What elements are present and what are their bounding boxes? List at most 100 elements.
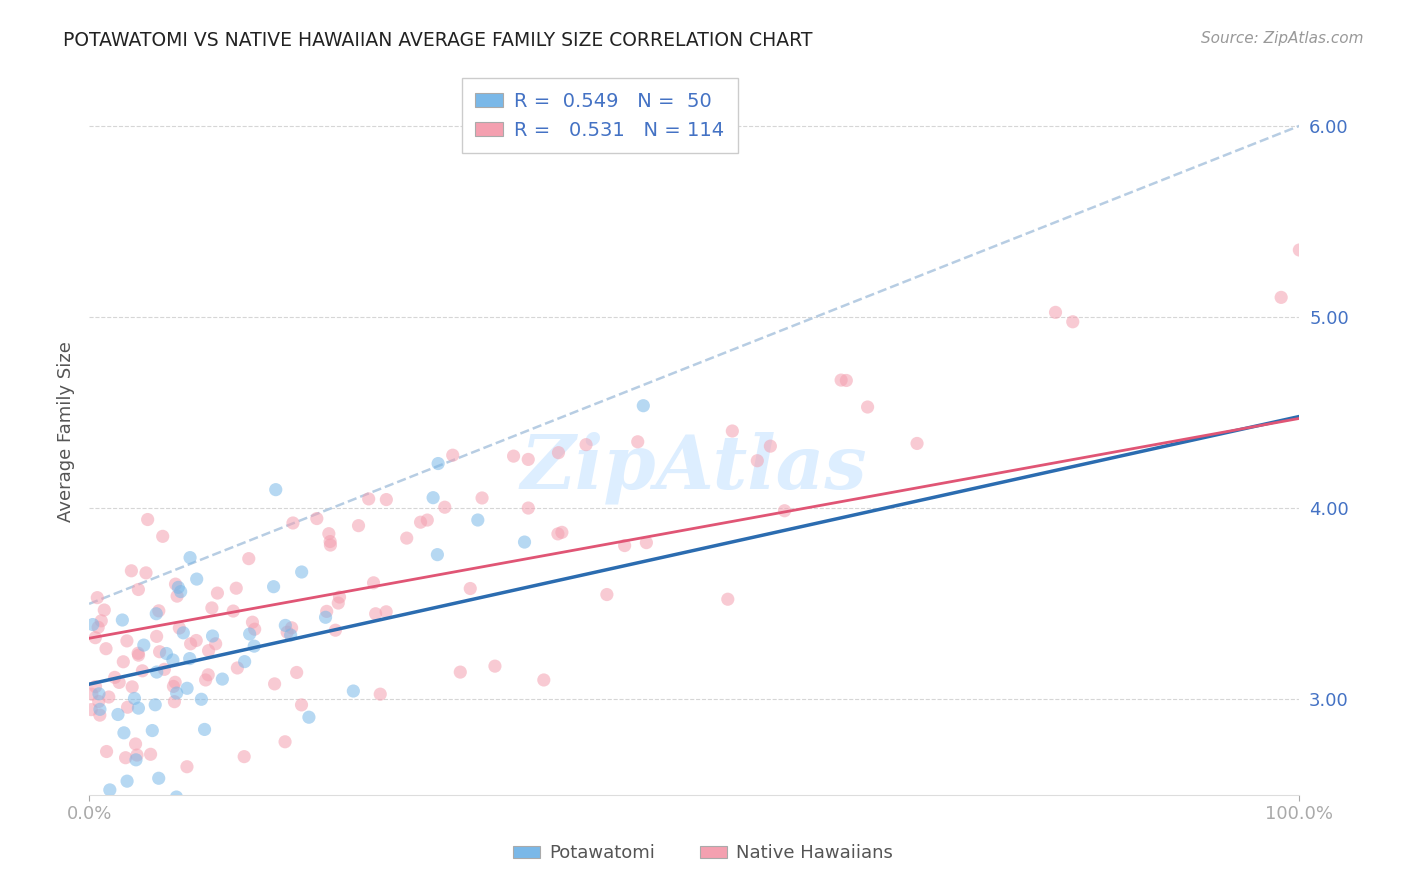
- Legend: R =  0.549   N =  50, R =   0.531   N = 114: R = 0.549 N = 50, R = 0.531 N = 114: [463, 78, 738, 153]
- Point: [547, 445, 569, 459]
- Point: [274, 735, 297, 749]
- Point: [298, 710, 321, 724]
- Point: [502, 449, 524, 463]
- Point: [263, 677, 285, 691]
- Point: [89, 702, 111, 716]
- Text: POTAWATOMI VS NATIVE HAWAIIAN AVERAGE FAMILY SIZE CORRELATION CHART: POTAWATOMI VS NATIVE HAWAIIAN AVERAGE FA…: [63, 31, 813, 50]
- Point: [280, 621, 302, 635]
- Point: [721, 424, 744, 438]
- Point: [115, 633, 138, 648]
- Point: [90, 820, 112, 834]
- Point: [363, 575, 385, 590]
- Point: [575, 437, 598, 451]
- Point: [186, 572, 208, 586]
- Point: [112, 655, 135, 669]
- Point: [179, 550, 201, 565]
- Point: [830, 373, 852, 387]
- Point: [533, 673, 555, 687]
- Point: [197, 667, 219, 681]
- Point: [172, 625, 194, 640]
- Point: [155, 647, 177, 661]
- Text: Source: ZipAtlas.com: Source: ZipAtlas.com: [1201, 31, 1364, 46]
- Point: [517, 452, 540, 467]
- Point: [125, 753, 148, 767]
- Point: [551, 525, 574, 540]
- Point: [856, 400, 879, 414]
- Point: [1045, 305, 1067, 319]
- Point: [319, 538, 342, 552]
- Point: [484, 659, 506, 673]
- Point: [280, 628, 302, 642]
- Point: [134, 798, 156, 813]
- Point: [80, 703, 103, 717]
- Point: [633, 399, 655, 413]
- Point: [141, 723, 163, 738]
- Point: [117, 700, 139, 714]
- Point: [145, 607, 167, 621]
- Point: [274, 618, 297, 632]
- Point: [114, 750, 136, 764]
- Point: [87, 620, 110, 634]
- Point: [124, 691, 146, 706]
- Point: [905, 436, 928, 450]
- Point: [84, 631, 107, 645]
- Point: [87, 687, 110, 701]
- Point: [176, 760, 198, 774]
- Point: [127, 646, 149, 660]
- Point: [204, 637, 226, 651]
- Point: [276, 625, 298, 640]
- Point: [201, 601, 224, 615]
- Point: [93, 603, 115, 617]
- Point: [773, 504, 796, 518]
- Point: [104, 670, 127, 684]
- Point: [319, 534, 342, 549]
- Point: [121, 680, 143, 694]
- Point: [225, 581, 247, 595]
- Point: [201, 629, 224, 643]
- Point: [124, 737, 146, 751]
- Point: [427, 457, 450, 471]
- Point: [145, 629, 167, 643]
- Point: [111, 613, 134, 627]
- Point: [179, 651, 201, 665]
- Point: [127, 582, 149, 597]
- Point: [409, 515, 432, 529]
- Point: [143, 698, 166, 712]
- Point: [128, 648, 150, 663]
- Point: [194, 673, 217, 687]
- Point: [162, 653, 184, 667]
- Point: [467, 513, 489, 527]
- Point: [328, 596, 350, 610]
- Point: [416, 513, 439, 527]
- Point: [290, 698, 312, 712]
- Point: [98, 783, 121, 797]
- Point: [207, 586, 229, 600]
- Point: [233, 749, 256, 764]
- Point: [166, 790, 188, 805]
- Point: [145, 665, 167, 679]
- Point: [364, 607, 387, 621]
- Point: [125, 747, 148, 762]
- Point: [315, 604, 337, 618]
- Point: [131, 664, 153, 678]
- Point: [152, 529, 174, 543]
- Point: [163, 695, 186, 709]
- Point: [165, 675, 187, 690]
- Point: [347, 518, 370, 533]
- Point: [222, 604, 245, 618]
- Point: [395, 531, 418, 545]
- Point: [263, 580, 285, 594]
- Point: [717, 592, 740, 607]
- Point: [108, 675, 131, 690]
- Point: [238, 551, 260, 566]
- Point: [759, 439, 782, 453]
- Point: [226, 661, 249, 675]
- Point: [471, 491, 494, 505]
- Point: [375, 492, 398, 507]
- Point: [243, 622, 266, 636]
- Legend: Potawatomi, Native Hawaiians: Potawatomi, Native Hawaiians: [506, 838, 900, 870]
- Point: [120, 564, 142, 578]
- Point: [97, 690, 120, 704]
- Point: [80, 687, 103, 701]
- Point: [285, 665, 308, 680]
